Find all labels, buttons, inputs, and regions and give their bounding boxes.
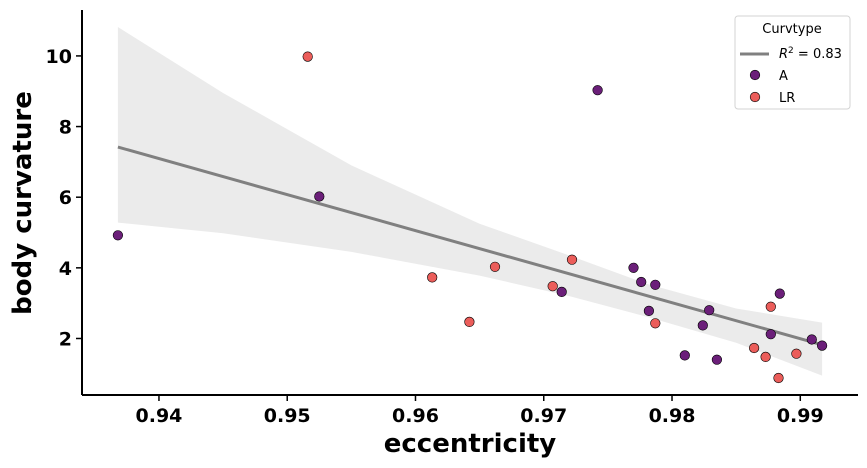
confidence-band <box>117 27 823 376</box>
y-axis-label: body curvature <box>8 91 38 315</box>
data-point-a <box>556 286 567 298</box>
data-point-lr <box>489 261 501 272</box>
y-tick-label: 4 <box>59 258 72 280</box>
legend-fit-sup: 2 <box>788 46 794 56</box>
x-tick-label: 0.98 <box>649 405 696 427</box>
regression-line <box>117 145 823 347</box>
x-tick-label: 0.94 <box>136 405 183 427</box>
legend-label-a: A <box>779 69 788 84</box>
data-point-lr <box>760 351 771 363</box>
data-point-a <box>711 354 723 365</box>
data-point-a <box>643 305 655 317</box>
x-tick-label: 0.96 <box>392 405 439 427</box>
data-point-lr <box>427 272 438 283</box>
y-tick-label: 2 <box>59 328 72 350</box>
y-tick-label: 8 <box>59 117 72 139</box>
legend-fit-value: = 0.83 <box>794 47 842 62</box>
confidence-band-layer <box>117 27 823 376</box>
data-point-a <box>592 85 603 96</box>
data-point-lr <box>773 372 784 384</box>
data-point-lr <box>302 51 313 62</box>
data-point-a <box>679 350 690 361</box>
legend-swatch-a <box>749 69 761 81</box>
data-point-a <box>628 262 639 273</box>
x-axis-label: eccentricity <box>384 429 557 459</box>
legend-fit-label: R2 = 0.83 <box>779 46 842 62</box>
data-point-lr <box>765 301 776 312</box>
data-point-a <box>765 329 776 340</box>
data-point-lr <box>650 318 661 329</box>
legend-swatch-lr <box>749 91 761 103</box>
data-point-lr <box>748 342 760 354</box>
legend-box <box>734 15 851 110</box>
regression-line-layer <box>117 145 823 347</box>
data-point-a <box>704 305 715 316</box>
y-tick-label: 10 <box>46 46 72 68</box>
data-point-a <box>806 334 817 345</box>
data-points-layer <box>112 51 828 384</box>
legend-label-lr: LR <box>779 91 795 106</box>
data-point-a <box>314 191 325 202</box>
axes <box>81 10 858 396</box>
y-tick-label: 6 <box>59 187 72 209</box>
x-tick-label: 0.97 <box>520 405 567 427</box>
data-point-a <box>816 340 828 351</box>
legend: Curvtype R2 = 0.83 A LR <box>734 15 851 110</box>
data-point-lr <box>464 316 475 328</box>
data-point-a <box>112 230 123 241</box>
data-point-a <box>650 279 661 290</box>
data-point-a <box>697 320 708 331</box>
legend-fit-r: R <box>779 47 788 62</box>
legend-title: Curvtype <box>762 22 821 37</box>
data-point-a <box>636 276 647 288</box>
data-point-lr <box>566 254 578 265</box>
data-point-lr <box>547 281 558 292</box>
ticks: 0.94 0.95 0.96 0.97 0.98 0.99 2 4 6 8 10 <box>46 46 824 427</box>
data-point-lr <box>791 348 802 359</box>
data-point-a <box>774 288 785 299</box>
x-tick-label: 0.95 <box>264 405 311 427</box>
x-tick-label: 0.99 <box>777 405 824 427</box>
